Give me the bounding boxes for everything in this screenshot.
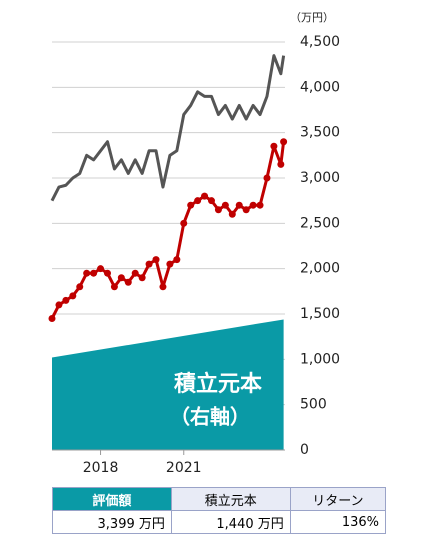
point xyxy=(180,219,188,227)
point xyxy=(221,201,229,209)
point xyxy=(131,269,139,277)
point xyxy=(173,256,181,264)
summary-table: 評価額 積立元本 リターン 3,399 万円 1,440 万円 136% xyxy=(52,487,387,534)
point xyxy=(277,160,285,168)
point xyxy=(62,296,70,304)
cell: 136% xyxy=(289,510,387,534)
point xyxy=(242,206,250,214)
point xyxy=(256,201,264,209)
y-tick-label: 2,000 xyxy=(300,261,340,277)
y-tick-label: 500 xyxy=(300,397,327,413)
point xyxy=(145,260,153,268)
y-tick-label: 4,500 xyxy=(300,34,340,50)
point xyxy=(152,256,160,264)
point xyxy=(235,201,243,209)
plot: 4,500 4,000 3,500 3,000 2,500 2,000 1,500 1,000… xyxy=(48,34,340,476)
point xyxy=(280,138,288,146)
annotation: 積立元本 xyxy=(174,371,262,397)
point xyxy=(270,142,278,150)
point xyxy=(117,274,125,282)
point xyxy=(97,265,105,273)
line xyxy=(50,54,286,202)
y-tick-label: 3,500 xyxy=(300,125,340,141)
point xyxy=(207,197,215,205)
annotation: （右軸） xyxy=(170,405,250,429)
point xyxy=(263,174,271,182)
area xyxy=(52,319,284,450)
point xyxy=(228,210,236,218)
point xyxy=(76,283,84,291)
cell: 1,440 万円 xyxy=(170,510,291,534)
point xyxy=(103,269,111,277)
point xyxy=(201,192,209,200)
point xyxy=(166,260,174,268)
y-tick-label: 4,000 xyxy=(300,79,340,95)
point xyxy=(194,197,202,205)
unit-label: （万円） xyxy=(290,11,334,24)
point xyxy=(83,269,91,277)
point xyxy=(159,283,167,291)
chart: （万円） 4,500 4,000 3,500 3,000 2,500 2,000 1,500… xyxy=(48,11,340,476)
header-cell: 積立元本 xyxy=(170,487,291,511)
table-header: 評価額 積立元本 リターン xyxy=(52,487,387,511)
x-tick-label: 2018 xyxy=(83,460,119,476)
cell: 3,399 万円 xyxy=(52,510,172,534)
point xyxy=(90,269,98,277)
point xyxy=(138,274,146,282)
point xyxy=(69,292,77,300)
point xyxy=(249,201,257,209)
x-tick-label: 2021 xyxy=(166,460,202,476)
point xyxy=(55,301,63,309)
point xyxy=(187,201,195,209)
header-cell: 評価額 xyxy=(52,487,172,511)
point xyxy=(214,206,222,214)
point xyxy=(110,283,118,291)
y-tick-label: 2,500 xyxy=(300,215,340,231)
y-tick-label: 1,500 xyxy=(300,306,340,322)
point xyxy=(48,315,56,323)
table-row: 3,399 万円 1,440 万円 136% xyxy=(52,510,387,534)
y-tick-label: 1,000 xyxy=(300,351,340,367)
point xyxy=(124,278,132,286)
y-tick-label: 3,000 xyxy=(300,170,340,186)
y-tick-label: 0 xyxy=(300,442,309,458)
header-cell: リターン xyxy=(289,487,387,511)
